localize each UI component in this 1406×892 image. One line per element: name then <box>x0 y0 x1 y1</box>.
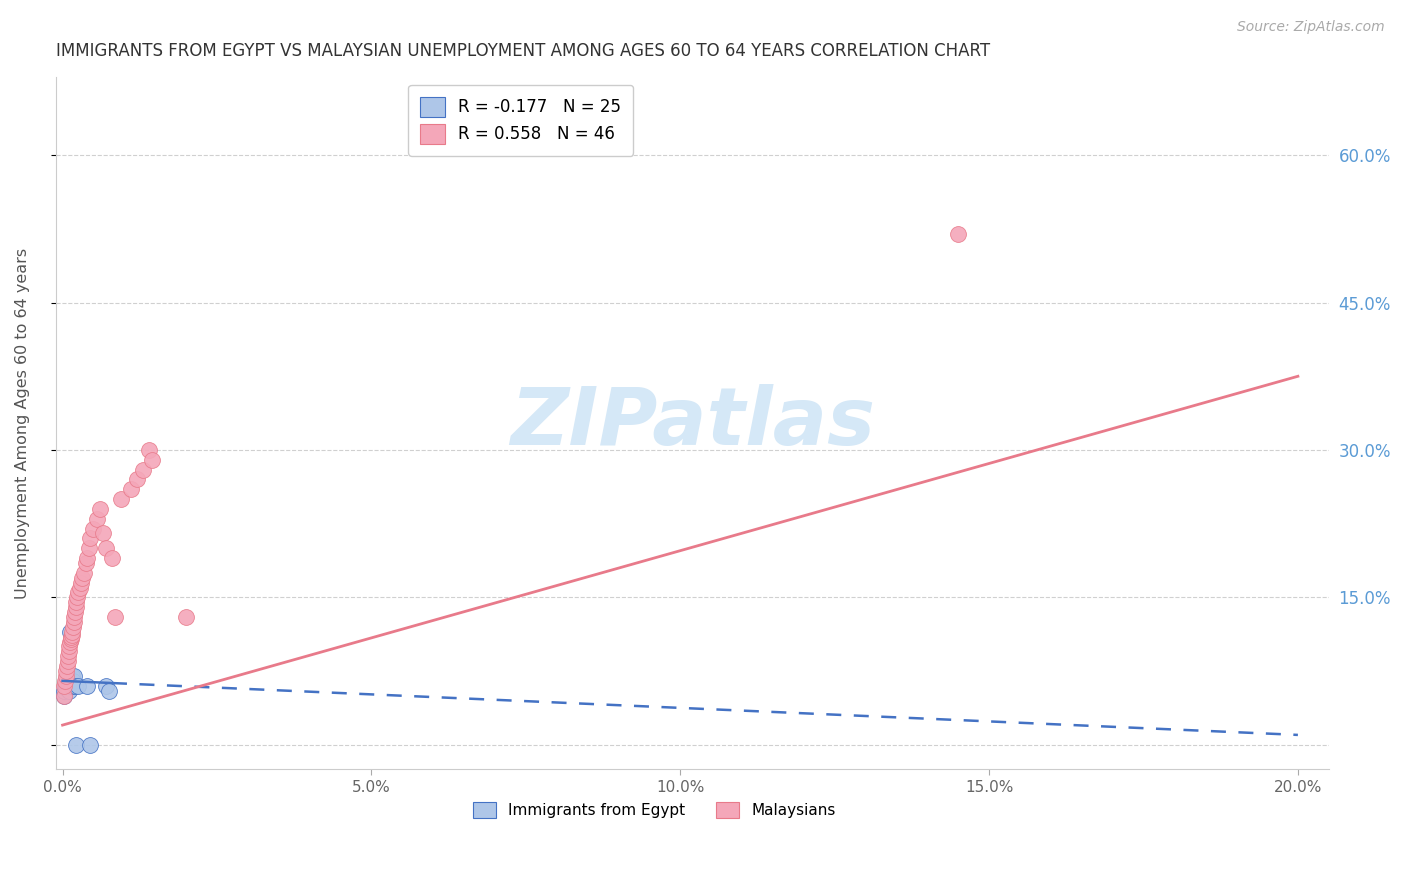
Point <box>59 634 82 648</box>
Point <box>120 483 142 497</box>
Point <box>101 551 124 566</box>
Point <box>73 566 96 580</box>
Point <box>174 610 197 624</box>
Point <box>52 689 75 703</box>
Point <box>60 679 83 693</box>
Point <box>76 679 98 693</box>
Point <box>55 673 77 688</box>
Point <box>58 640 80 654</box>
Point <box>62 669 84 683</box>
Point <box>58 644 80 658</box>
Point <box>62 624 84 639</box>
Text: IMMIGRANTS FROM EGYPT VS MALAYSIAN UNEMPLOYMENT AMONG AGES 60 TO 64 YEARS CORREL: IMMIGRANTS FROM EGYPT VS MALAYSIAN UNEMP… <box>56 42 990 60</box>
Point <box>132 462 155 476</box>
Point <box>77 541 100 556</box>
Point <box>63 605 86 619</box>
Text: Source: ZipAtlas.com: Source: ZipAtlas.com <box>1237 20 1385 34</box>
Point <box>69 581 91 595</box>
Point <box>59 632 82 646</box>
Point <box>110 492 132 507</box>
Point <box>62 615 84 629</box>
Point <box>58 679 80 693</box>
Point <box>72 571 94 585</box>
Point <box>82 522 104 536</box>
Point <box>91 526 114 541</box>
Y-axis label: Unemployment Among Ages 60 to 64 years: Unemployment Among Ages 60 to 64 years <box>15 247 30 599</box>
Point <box>66 591 89 605</box>
Point <box>62 673 84 688</box>
Point <box>89 502 111 516</box>
Point <box>60 628 83 642</box>
Point <box>66 679 89 693</box>
Point <box>104 610 127 624</box>
Point <box>60 673 83 688</box>
Point <box>56 649 79 664</box>
Point <box>66 585 89 599</box>
Point <box>56 667 79 681</box>
Point <box>53 683 76 698</box>
Point <box>59 624 82 639</box>
Point <box>125 472 148 486</box>
Point <box>75 556 97 570</box>
Point <box>55 664 77 678</box>
Point <box>86 512 108 526</box>
Point <box>94 541 117 556</box>
Point <box>97 683 120 698</box>
Point <box>60 630 83 644</box>
Point <box>76 551 98 566</box>
Text: ZIPatlas: ZIPatlas <box>510 384 875 462</box>
Point <box>62 620 84 634</box>
Point <box>55 679 77 693</box>
Point <box>65 600 87 615</box>
Point <box>63 679 86 693</box>
Point <box>55 669 77 683</box>
Point <box>59 679 82 693</box>
Point <box>946 227 969 241</box>
Point <box>56 673 79 688</box>
Point <box>53 679 76 693</box>
Point <box>65 595 87 609</box>
Point <box>58 683 80 698</box>
Point <box>65 738 87 752</box>
Point <box>56 669 79 683</box>
Point <box>70 575 93 590</box>
Point <box>52 689 75 703</box>
Point <box>94 679 117 693</box>
Point <box>141 452 163 467</box>
Point <box>79 532 101 546</box>
Point <box>56 659 79 673</box>
Point <box>79 738 101 752</box>
Legend: Immigrants from Egypt, Malaysians: Immigrants from Egypt, Malaysians <box>467 796 842 824</box>
Point <box>53 673 76 688</box>
Point <box>63 610 86 624</box>
Point <box>56 654 79 668</box>
Point <box>138 442 160 457</box>
Point <box>53 679 76 693</box>
Point <box>55 681 77 695</box>
Point <box>62 669 84 683</box>
